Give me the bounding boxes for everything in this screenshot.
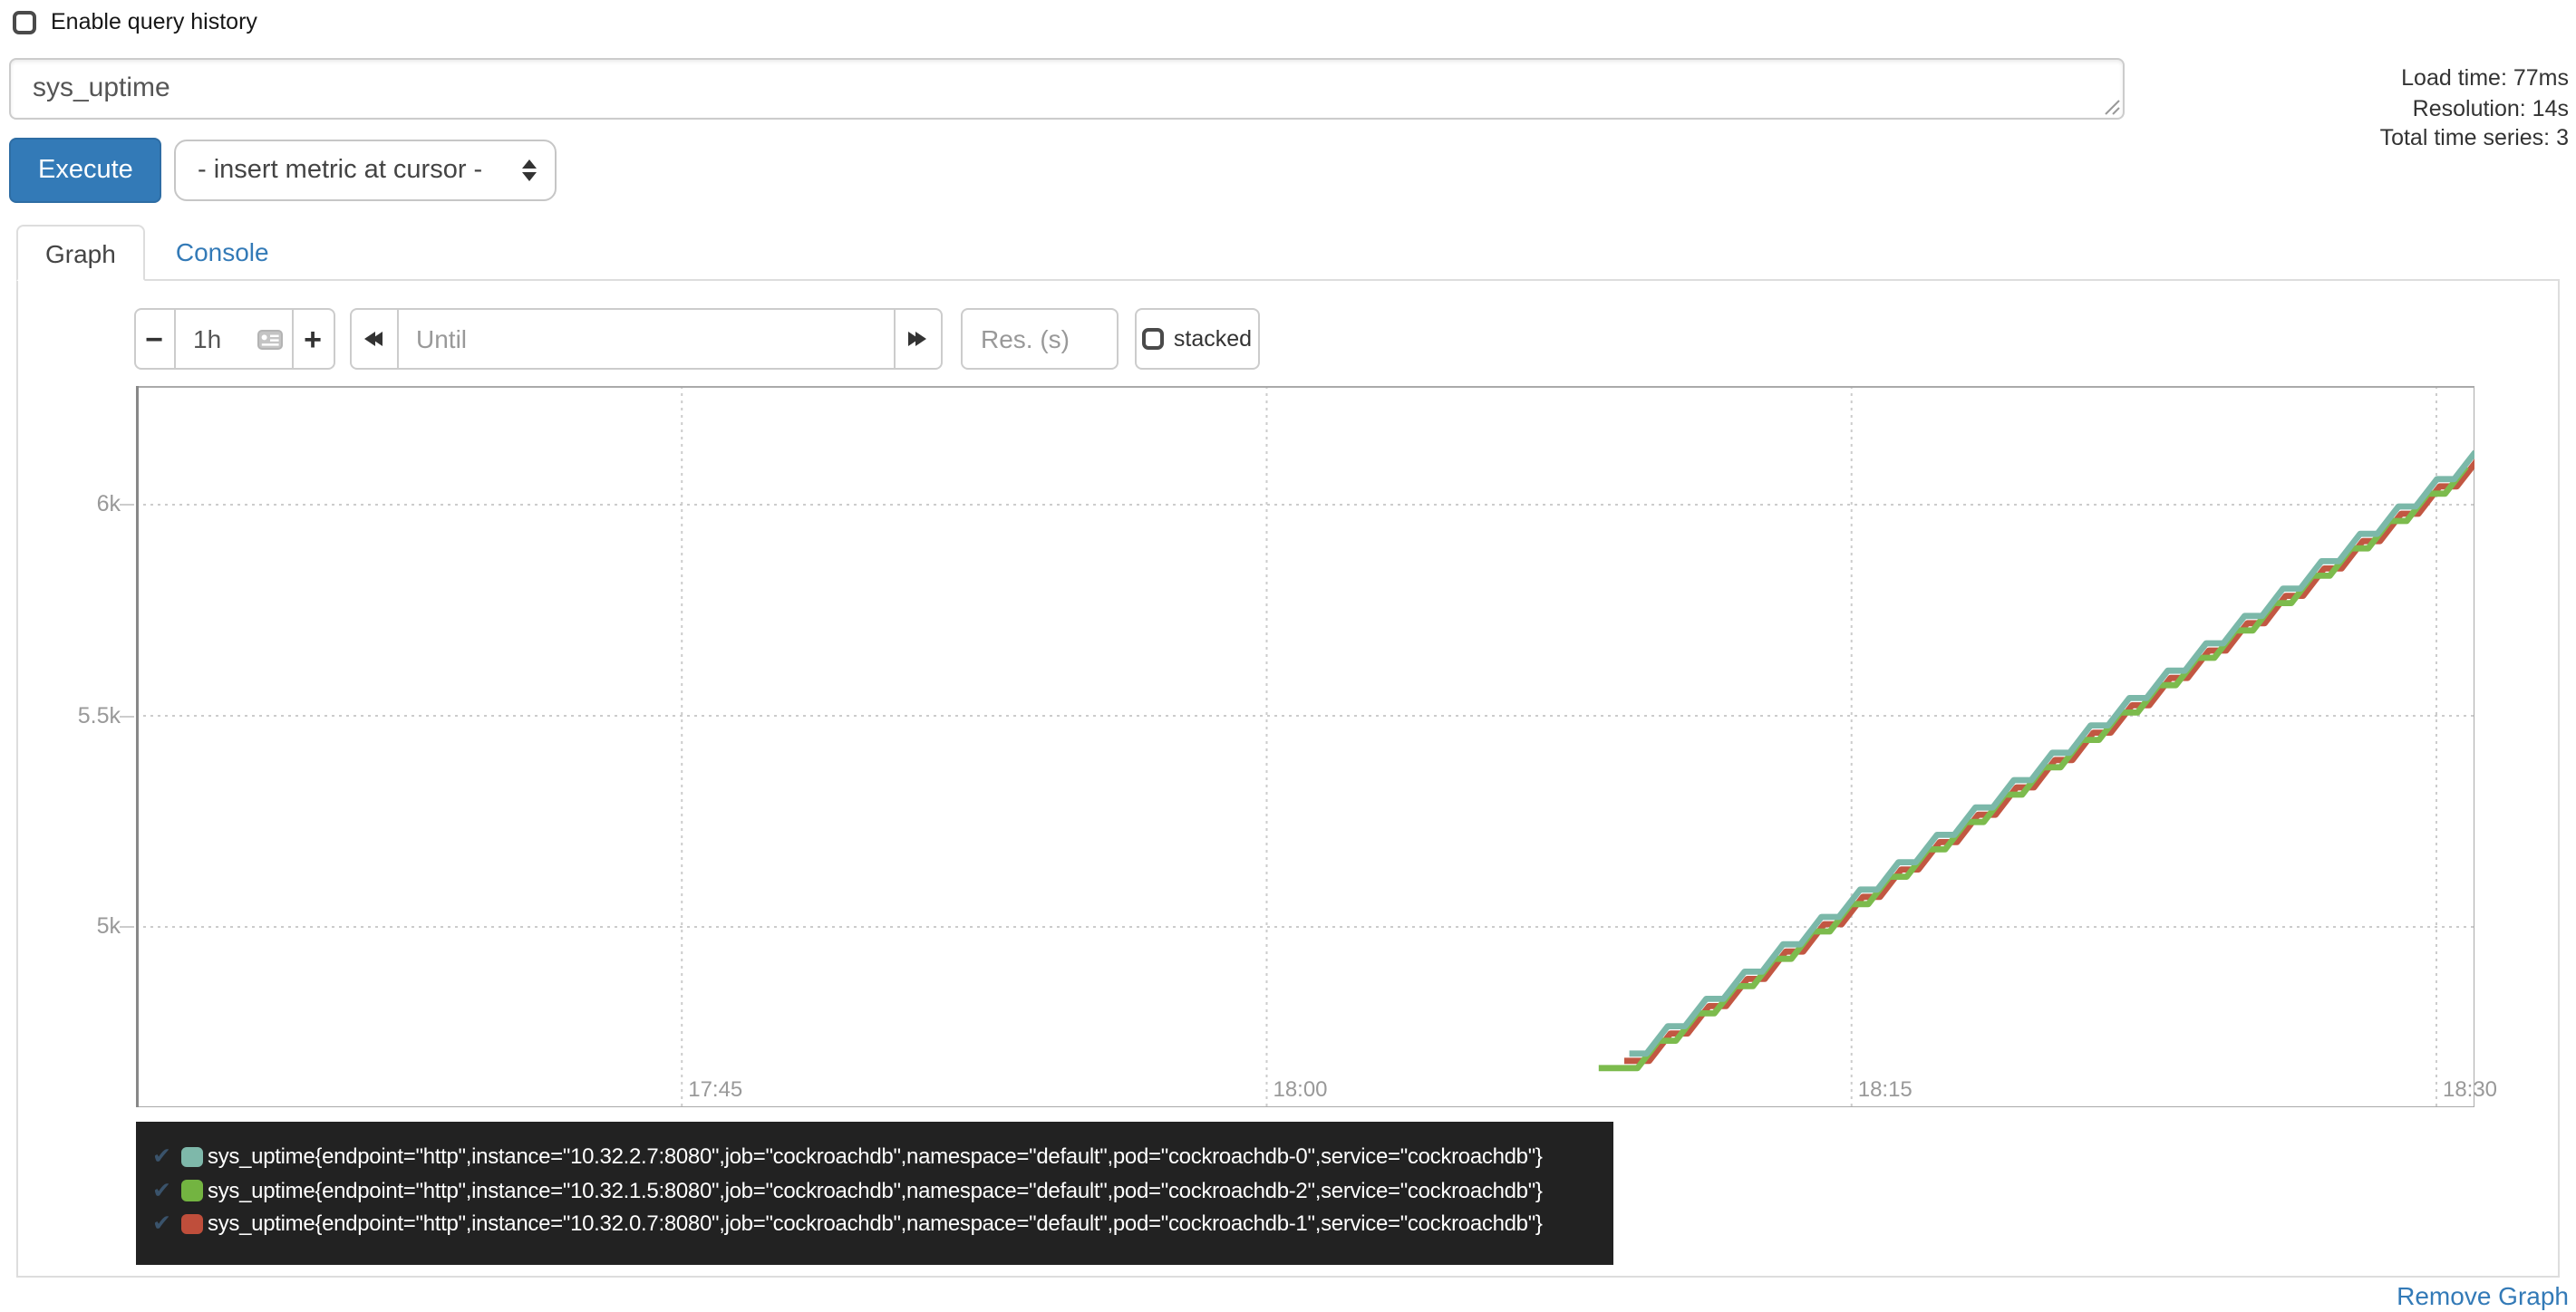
x-tick-label: 18:15 [1857,1076,1913,1102]
time-forward-button[interactable] [893,308,942,370]
range-input-group: − + [133,308,334,370]
until-input-group [349,308,942,370]
series-line-cockroachdb-2 [1597,463,2468,1071]
query-input[interactable]: sys_uptime [9,58,2125,120]
legend-row[interactable]: ✔ sys_uptime{endpoint="http",instance="10… [136,1207,1613,1240]
remove-graph-link[interactable]: Remove Graph [2397,1281,2569,1310]
resolution: Resolution: 14s [2412,95,2569,121]
range-increase-button[interactable]: + [291,308,334,370]
range-decrease-button[interactable]: − [133,308,175,370]
stacked-toggle[interactable]: stacked [1135,308,1260,370]
x-tick-label: 18:00 [1273,1076,1328,1102]
y-tick-label: 5k [96,913,121,940]
tab-graph[interactable]: Graph [16,225,145,281]
rewind-icon [363,332,383,346]
graph-panel [16,281,2559,1278]
minus-icon: − [145,322,163,356]
fast-forward-icon [907,332,927,346]
series-enabled-check-icon[interactable]: ✔ [152,1211,171,1236]
series-label: sys_uptime{endpoint="http",instance="10.… [208,1211,1543,1237]
time-back-button[interactable] [349,308,398,370]
query-stats: Load time: 77ms Resolution: 14s Total ti… [2380,63,2569,153]
legend-row[interactable]: ✔ sys_uptime{endpoint="http",instance="10… [136,1140,1613,1173]
query-history-toggle[interactable]: Enable query history [13,9,257,34]
resize-grip-icon[interactable] [2101,96,2121,116]
plot-border [135,385,2474,1107]
y-tick-label: 5.5k [77,702,121,728]
series-color-swatch [181,1146,202,1167]
series-label: sys_uptime{endpoint="http",instance="10.… [208,1143,1543,1170]
tab-bar: Graph Console [16,225,2559,281]
series-label: sys_uptime{endpoint="http",instance="10.… [208,1177,1543,1203]
plot-area[interactable] [135,385,2474,1107]
x-tick-label: 18:30 [2442,1076,2498,1102]
resolution-input[interactable] [961,308,1119,370]
insert-metric-select[interactable]: - insert metric at cursor - [174,140,557,201]
x-tick-label: 17:45 [688,1076,743,1102]
chart-legend: ✔ sys_uptime{endpoint="http",instance="10… [136,1122,1613,1265]
load-time: Load time: 77ms [2401,65,2569,91]
series-color-swatch [181,1213,202,1234]
series-enabled-check-icon[interactable]: ✔ [152,1177,171,1202]
datalist-icon[interactable] [257,330,282,350]
legend-row[interactable]: ✔ sys_uptime{endpoint="http",instance="10… [136,1173,1613,1207]
execute-button[interactable]: Execute [9,138,162,203]
total-time-series: Total time series: 3 [2379,125,2569,150]
tab-console[interactable]: Console [175,237,269,266]
range-input-box [173,308,293,370]
y-tick-mark [119,926,133,929]
stacked-checkbox[interactable] [1142,328,1165,350]
series-enabled-check-icon[interactable]: ✔ [152,1143,171,1169]
y-tick-mark [119,503,133,506]
series-color-swatch [181,1180,202,1201]
insert-metric-selected-value: - insert metric at cursor - [198,156,483,185]
dropdown-arrows-icon [522,159,537,182]
query-history-label: Enable query history [51,9,257,34]
query-history-checkbox[interactable] [13,10,36,34]
plus-icon: + [304,322,322,356]
stacked-label: stacked [1173,326,1253,352]
until-input[interactable] [396,308,895,370]
range-input[interactable] [193,312,258,366]
y-tick-label: 6k [96,490,121,516]
y-tick-mark [119,715,133,717]
query-input-wrap: sys_uptime [9,58,2125,120]
series-line-cockroachdb-0 [1628,449,2474,1056]
